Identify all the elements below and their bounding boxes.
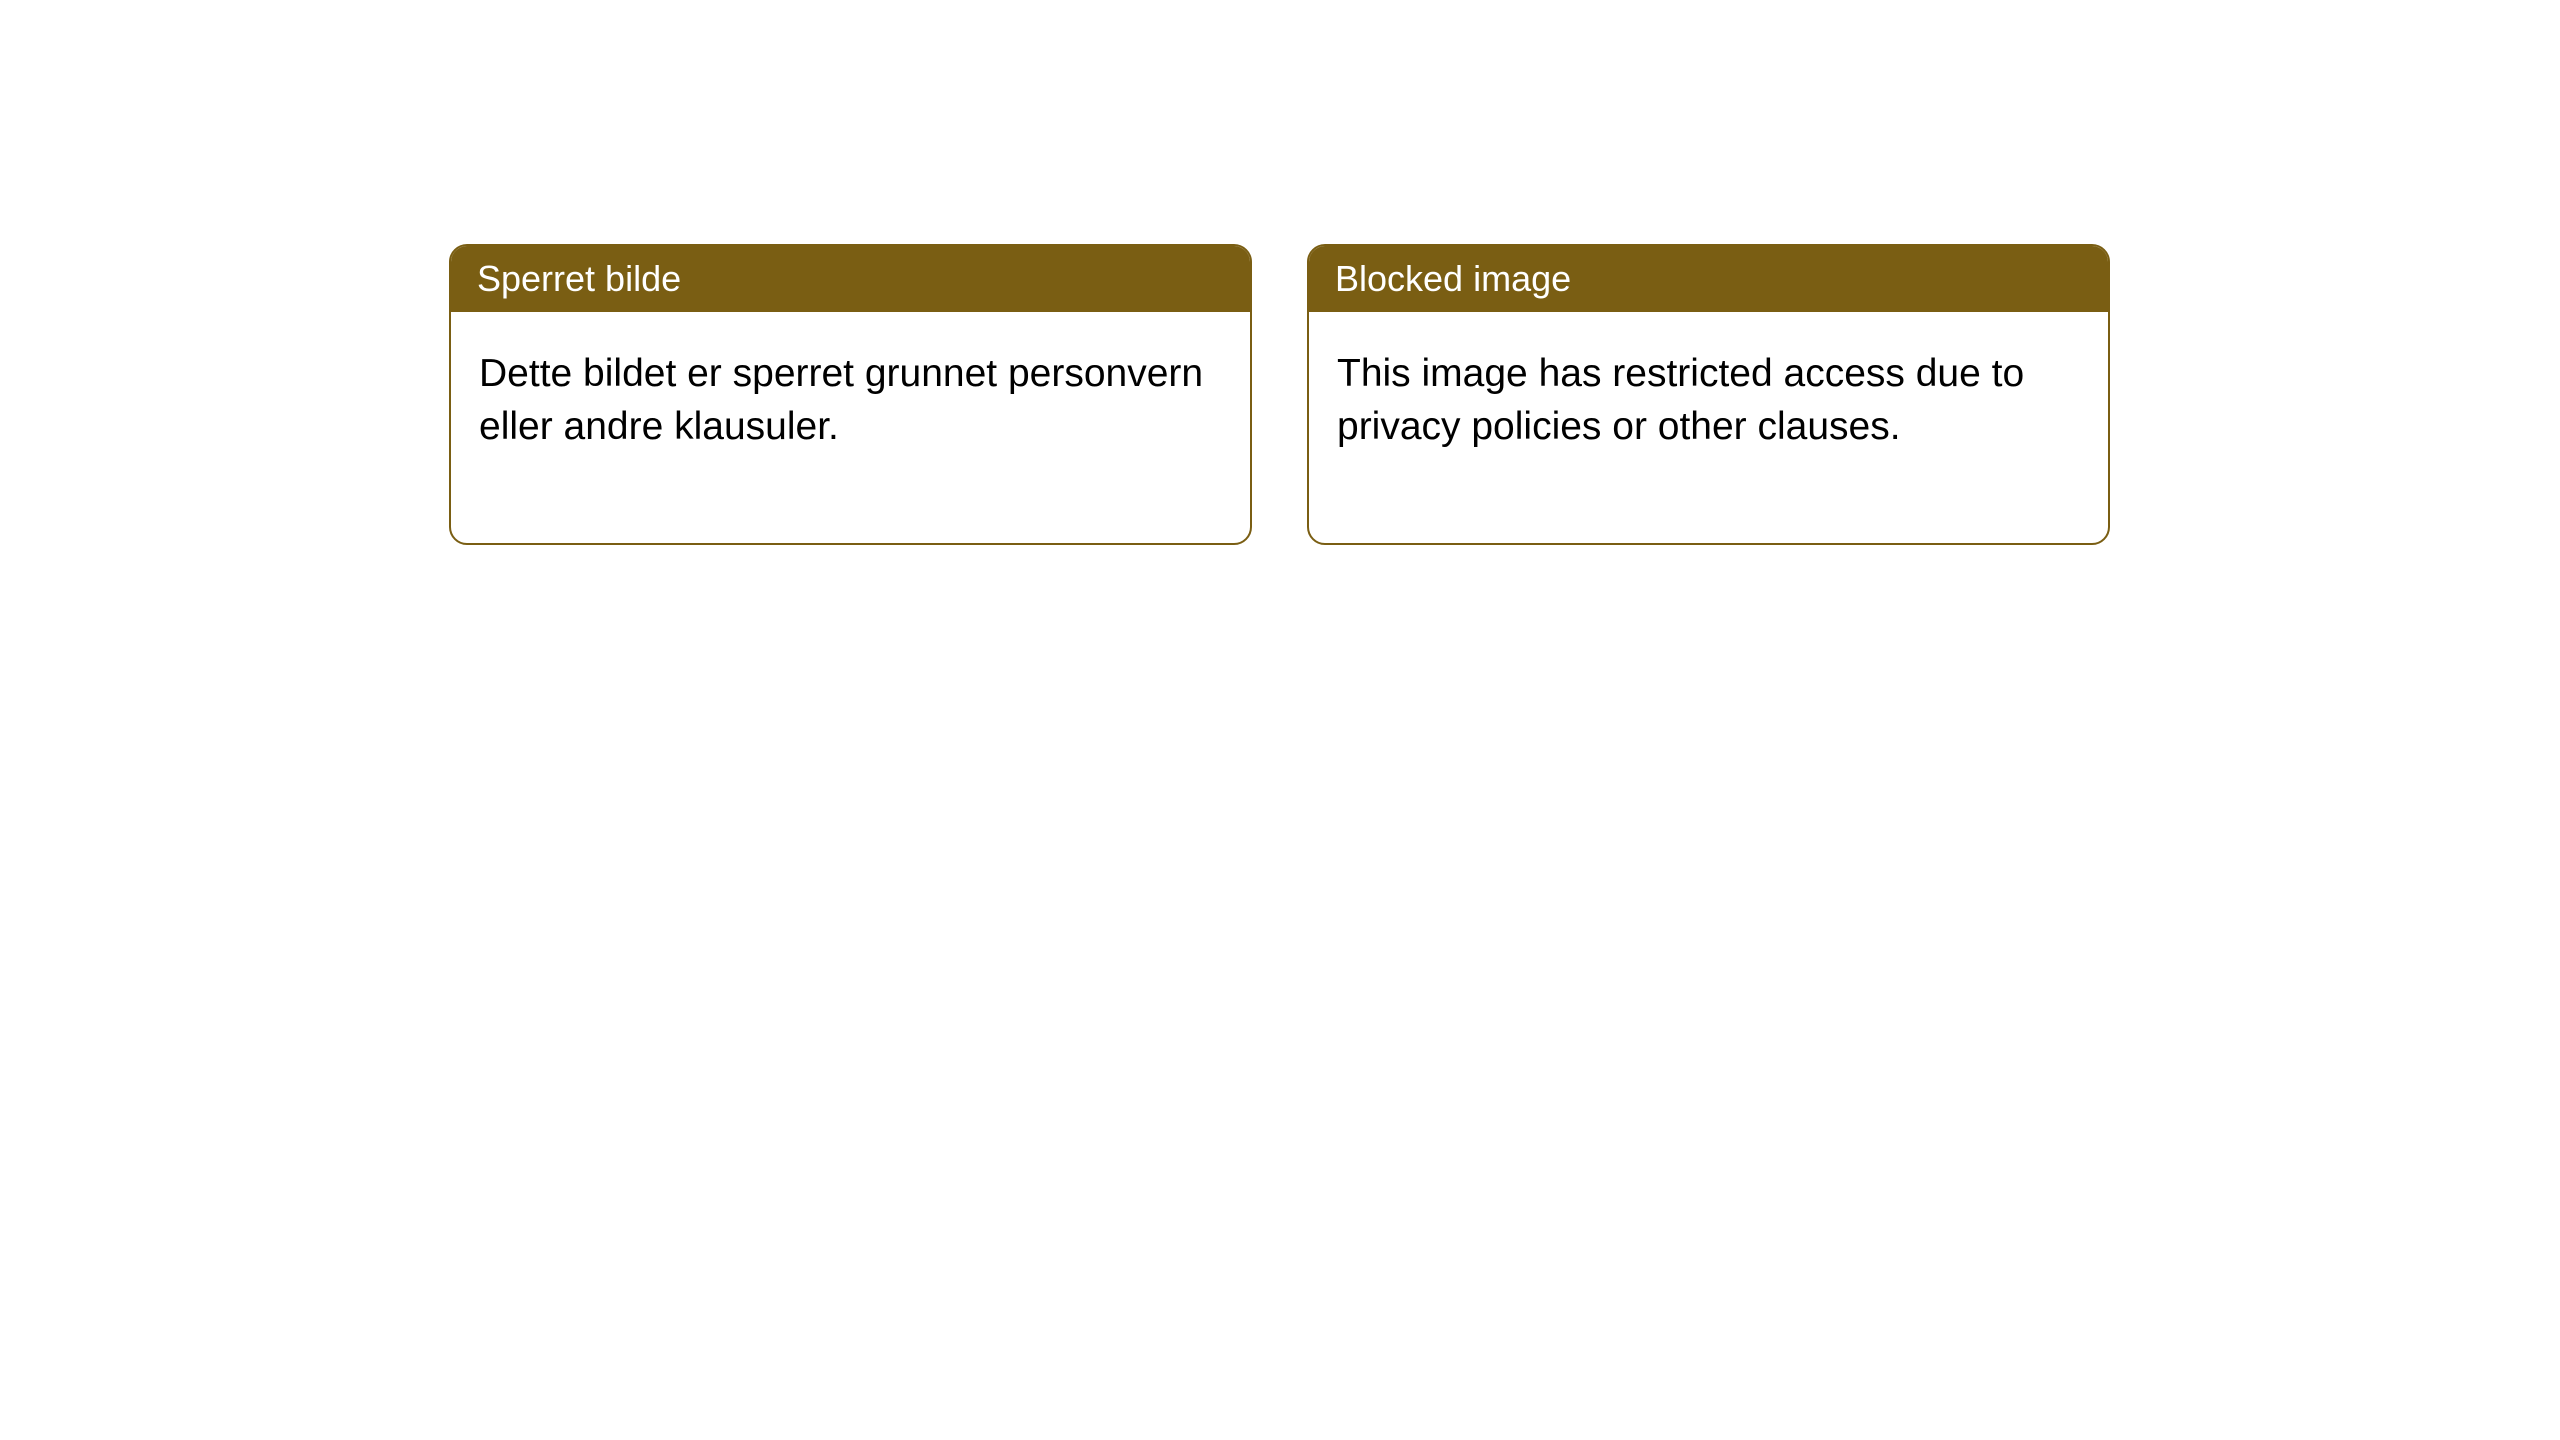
notice-title: Blocked image bbox=[1309, 246, 2108, 312]
notice-container: Sperret bilde Dette bildet er sperret gr… bbox=[449, 244, 2110, 545]
notice-title: Sperret bilde bbox=[451, 246, 1250, 312]
notice-card-english: Blocked image This image has restricted … bbox=[1307, 244, 2110, 545]
notice-card-norwegian: Sperret bilde Dette bildet er sperret gr… bbox=[449, 244, 1252, 545]
notice-body: This image has restricted access due to … bbox=[1309, 312, 2108, 543]
notice-body: Dette bildet er sperret grunnet personve… bbox=[451, 312, 1250, 543]
